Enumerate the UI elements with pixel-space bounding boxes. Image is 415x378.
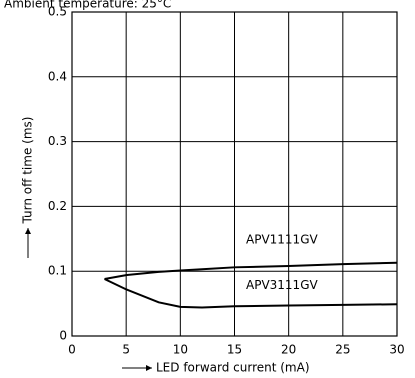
y-tick-label: 0.4	[48, 69, 67, 83]
chart-title: Ambient temperature: 25°C	[4, 0, 171, 11]
y-label-arrowhead	[25, 228, 31, 234]
series-label: APV1111GV	[246, 233, 318, 247]
x-label-arrowhead	[146, 365, 152, 371]
x-tick-label: 15	[227, 343, 242, 357]
y-tick-label: 0.2	[48, 199, 67, 213]
series-label: APV3111GV	[246, 278, 318, 292]
series-line	[104, 261, 398, 280]
x-tick-label: 20	[281, 343, 296, 357]
y-tick-label: 0.1	[48, 264, 67, 278]
series-line	[104, 278, 398, 309]
x-tick-label: 0	[68, 343, 76, 357]
y-axis-label: Turn off time (ms)	[21, 117, 35, 225]
x-tick-label: 25	[335, 343, 350, 357]
y-tick-label: 0	[59, 329, 67, 343]
y-tick-label: 0.3	[48, 134, 67, 148]
x-axis-label: LED forward current (mA)	[156, 361, 310, 375]
y-tick-label: 0.5	[48, 5, 67, 19]
plot-frame	[71, 11, 398, 337]
x-tick-label: 30	[389, 343, 404, 357]
x-tick-label: 10	[173, 343, 188, 357]
x-tick-label: 5	[122, 343, 130, 357]
